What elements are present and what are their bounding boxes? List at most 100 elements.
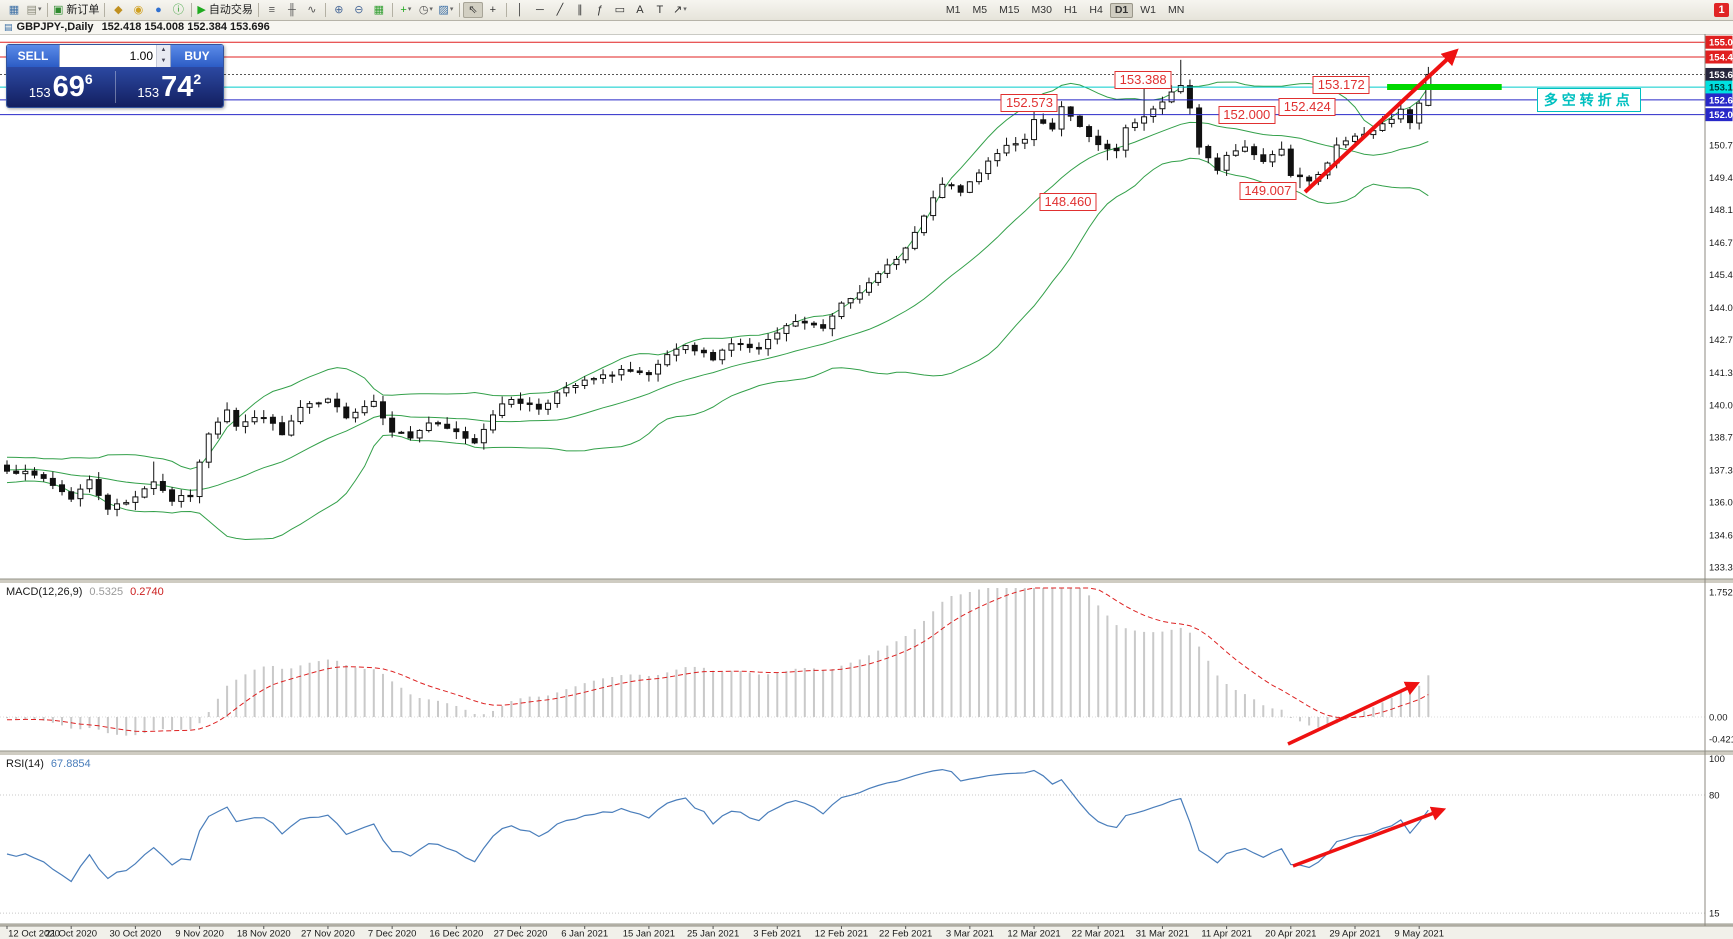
cursor-icon[interactable]: ⇖ [462, 2, 483, 18]
candle-body [673, 348, 680, 356]
price-annotation[interactable]: 152.424 [1278, 97, 1336, 116]
sell-price-display[interactable]: 153 69 6 [7, 67, 115, 107]
macd-bar [372, 669, 375, 717]
price-badge-154.417 [1705, 50, 1733, 64]
text-icon[interactable]: A [630, 2, 650, 18]
ohlc-values-label: 152.418 154.008 152.384 153.696 [101, 21, 270, 33]
main-toolbar: ▦ ▤ ▾ ▣ 新订单 ◆ ◉ ● ⓘ ▶ 自动交易 ≡ ╫ ∿ ⊕ ⊖ ▦ + ▾ ◷ ▾ ▨ ▾ ⇖ + │ ─ ╱ ∥ ƒ ▭ A T ↗ ▾… [0, 0, 1733, 21]
price-scale[interactable]: 150.790 149.430 148.110 146.750 145.430 144.0… [1704, 34, 1733, 926]
candle-body [847, 298, 854, 304]
bullish-arrow-macd[interactable] [1287, 681, 1420, 746]
timeframe-h1[interactable]: H1 [1063, 4, 1078, 16]
price-divider [114, 71, 116, 103]
notification-badge[interactable]: 1 [1714, 3, 1729, 17]
volume-down-button[interactable]: ▼ [157, 56, 170, 67]
info-icon[interactable]: ⓘ [168, 2, 188, 18]
crosshair-icon: + [489, 4, 497, 16]
toolbar-separator [191, 3, 193, 17]
candle-body [563, 387, 570, 394]
chart-profiles-icon[interactable]: ▤ ▾ [24, 2, 44, 18]
macd-bar [959, 594, 962, 717]
zoom-out-icon[interactable]: ⊖ [349, 2, 369, 18]
sell-button[interactable]: SELL [7, 45, 59, 67]
macd-bar [281, 668, 284, 717]
bullish-arrow-rsi[interactable] [1292, 806, 1447, 868]
chart-profiles-icon: ▤ [26, 4, 37, 16]
alerts-icon: ◉ [133, 4, 144, 16]
trendline-icon[interactable]: ╱ [550, 2, 570, 18]
fibonacci-icon[interactable]: ƒ [590, 2, 610, 18]
autotrade-button[interactable]: ▶ 自动交易 [195, 2, 254, 18]
macd-bar [702, 667, 705, 717]
timeframe-m5[interactable]: M5 [972, 4, 988, 16]
volume-input[interactable] [60, 45, 156, 67]
bollinger-middle-line[interactable] [6, 121, 1429, 491]
timeframe-m1[interactable]: M1 [945, 4, 961, 16]
candle-body [508, 398, 515, 405]
bar-chart-mode-icon[interactable]: ≡ [262, 2, 282, 18]
price-annotation[interactable]: 152.000 [1218, 106, 1276, 125]
volume-stepper: ▲ ▼ [156, 45, 170, 67]
candlestick-mode-icon[interactable]: ╫ [282, 2, 302, 18]
timeframe-m30[interactable]: M30 [1031, 4, 1052, 16]
macd-bar [583, 683, 586, 717]
candle-body [865, 282, 872, 293]
channel-icon[interactable]: ∥ [570, 2, 590, 18]
arrows-icon[interactable]: ↗ ▾ [670, 2, 690, 18]
macd-bar [1353, 715, 1356, 717]
price-annotation[interactable]: 149.007 [1239, 181, 1297, 200]
buy-price-display[interactable]: 153 74 2 [116, 67, 224, 107]
timeframe-w1[interactable]: W1 [1140, 4, 1156, 16]
volume-up-button[interactable]: ▲ [157, 45, 170, 56]
line-chart-mode-icon[interactable]: ∿ [302, 2, 322, 18]
macd-bar [271, 665, 274, 717]
rsi-scale-label: 100 [1709, 754, 1725, 765]
candle-body [976, 172, 983, 183]
web-terminal-icon[interactable]: ● [148, 2, 168, 18]
tile-windows-icon[interactable]: ▦ [369, 2, 389, 18]
alerts-icon[interactable]: ◉ [128, 2, 148, 18]
bollinger-lower-line[interactable] [6, 157, 1429, 541]
new-chart-icon[interactable]: ▦ [4, 2, 24, 18]
timeframe-d1[interactable]: D1 [1109, 2, 1134, 18]
price-annotation[interactable]: 153.388 [1114, 70, 1172, 89]
macd-bar [381, 673, 384, 717]
shapes-icon[interactable]: ▭ [610, 2, 630, 18]
price-annotation[interactable]: 152.573 [1000, 93, 1058, 112]
time-axis-bg[interactable] [0, 926, 1733, 939]
candle-body [434, 422, 441, 425]
label-icon[interactable]: T [650, 2, 670, 18]
buy-button[interactable]: BUY [171, 45, 223, 67]
vertical-line-icon[interactable]: │ [510, 2, 530, 18]
indicators-icon[interactable]: + ▾ [396, 2, 416, 18]
turning-point-note[interactable]: 多空转折点 [1536, 87, 1641, 112]
macd-bar [427, 699, 430, 717]
timeframe-m15[interactable]: M15 [999, 4, 1020, 16]
price-badge-label: 153.172 [1709, 83, 1733, 94]
periods-icon[interactable]: ◷ ▾ [416, 2, 436, 18]
timeframe-h4[interactable]: H4 [1089, 4, 1103, 16]
macd-bar [106, 717, 109, 734]
bullish-arrow-price-chart[interactable] [1303, 48, 1459, 194]
toolbar-separator [324, 3, 326, 17]
templates-icon: ▨ [438, 4, 449, 16]
candle-body [526, 402, 533, 405]
price-annotation[interactable]: 153.172 [1312, 75, 1370, 94]
new-order-button[interactable]: ▣ 新订单 [51, 2, 101, 18]
toolbar-separator [505, 3, 507, 17]
panel-divider[interactable] [0, 579, 1733, 583]
price-annotation[interactable]: 148.460 [1039, 192, 1097, 211]
panel-divider[interactable] [0, 751, 1733, 755]
timeframe-mn[interactable]: MN [1168, 4, 1185, 16]
zoom-in-icon[interactable]: ⊕ [329, 2, 349, 18]
macd-bar [207, 712, 210, 717]
candle-body [104, 494, 111, 510]
templates-icon[interactable]: ▨ ▾ [436, 2, 456, 18]
candle-body [407, 431, 414, 439]
navigator-icon[interactable]: ◆ [108, 2, 128, 18]
horizontal-line-icon[interactable]: ─ [530, 2, 550, 18]
panel-divider[interactable] [0, 924, 1733, 926]
crosshair-icon[interactable]: + [483, 2, 503, 18]
